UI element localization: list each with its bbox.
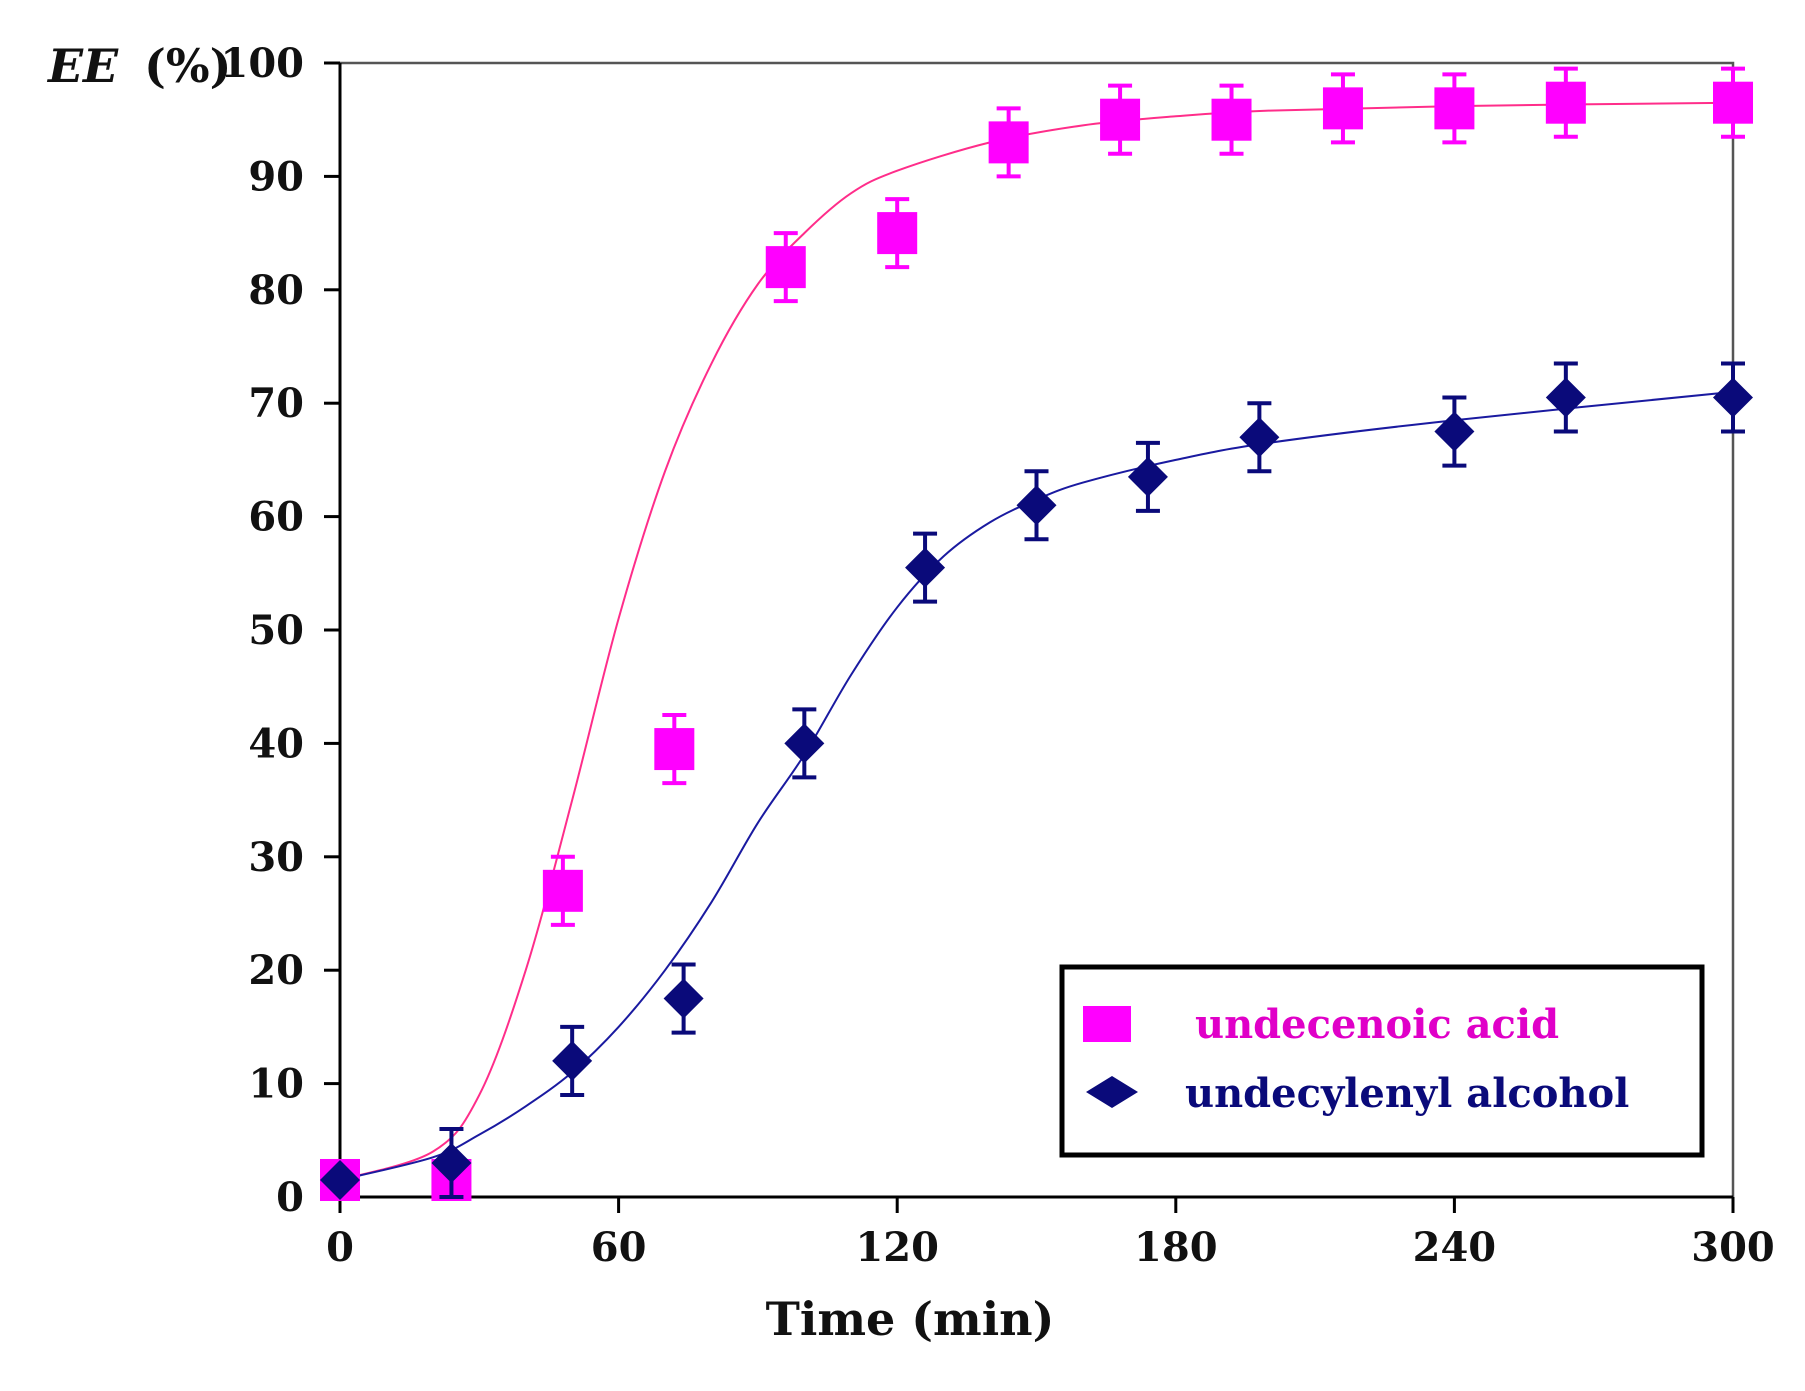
point-diamond	[1545, 377, 1586, 418]
legend-label-undecylenyl-alcohol: undecylenyl alcohol	[1185, 1070, 1629, 1117]
point-diamond	[1016, 485, 1057, 526]
y-tick-label: 20	[248, 947, 304, 994]
y-tick-label: 30	[248, 834, 304, 881]
y-tick-label: 50	[248, 607, 304, 654]
x-tick-label: 0	[326, 1224, 354, 1271]
point-diamond	[1713, 377, 1753, 418]
point-square	[1434, 87, 1475, 130]
point-diamond	[905, 547, 946, 588]
y-tick-label: 0	[276, 1174, 304, 1221]
point-square	[988, 121, 1029, 164]
point-square	[1713, 81, 1753, 124]
y-axis-title: EE (%)	[46, 39, 231, 93]
x-tick-label: 60	[591, 1224, 647, 1271]
point-square	[542, 869, 583, 912]
legend-marker-undecylenyl-alcohol	[1086, 1076, 1138, 1108]
x-tick-label: 300	[1691, 1224, 1775, 1271]
y-tick-label: 90	[248, 153, 304, 200]
y-tick-label: 100	[221, 40, 305, 87]
y-tick-label: 60	[248, 494, 304, 541]
fit-curve-series-0	[339, 101, 1734, 1181]
point-diamond	[1239, 417, 1280, 458]
legend-marker-undecenoic-acid	[1083, 1006, 1131, 1042]
legend: undecenoic acid undecylenyl alcohol	[1059, 964, 1705, 1158]
x-tick-label: 120	[855, 1224, 939, 1271]
y-axis-title-ee: EE	[46, 39, 119, 93]
point-diamond	[1434, 411, 1475, 452]
point-square	[1322, 87, 1363, 130]
point-square	[1545, 81, 1586, 124]
point-diamond	[1127, 456, 1168, 497]
point-diamond	[552, 1040, 593, 1081]
point-diamond	[431, 1142, 472, 1183]
legend-box	[1059, 964, 1705, 1158]
x-axis-title: Time (min)	[766, 1292, 1055, 1346]
y-tick-label: 80	[248, 267, 304, 314]
point-square	[1100, 98, 1141, 141]
y-tick-label: 40	[248, 720, 304, 767]
y-axis-title-unit: (%)	[144, 39, 231, 93]
y-tick-label: 10	[248, 1061, 304, 1108]
point-diamond	[784, 723, 825, 764]
point-square	[654, 728, 695, 771]
point-square	[877, 212, 918, 255]
x-tick-label: 240	[1413, 1224, 1497, 1271]
legend-label-undecenoic-acid: undecenoic acid	[1195, 1001, 1559, 1048]
data-points	[320, 66, 1753, 1201]
x-tick-label: 180	[1134, 1224, 1218, 1271]
point-diamond	[320, 1159, 360, 1200]
axes-layer: 0 10 20 30 40 50 60 70 80 90 100 0 60 120 180 240 300	[221, 40, 1775, 1271]
y-tick-label: 70	[248, 380, 304, 427]
point-diamond	[663, 978, 704, 1019]
point-square	[765, 246, 806, 289]
point-square	[1211, 98, 1252, 141]
